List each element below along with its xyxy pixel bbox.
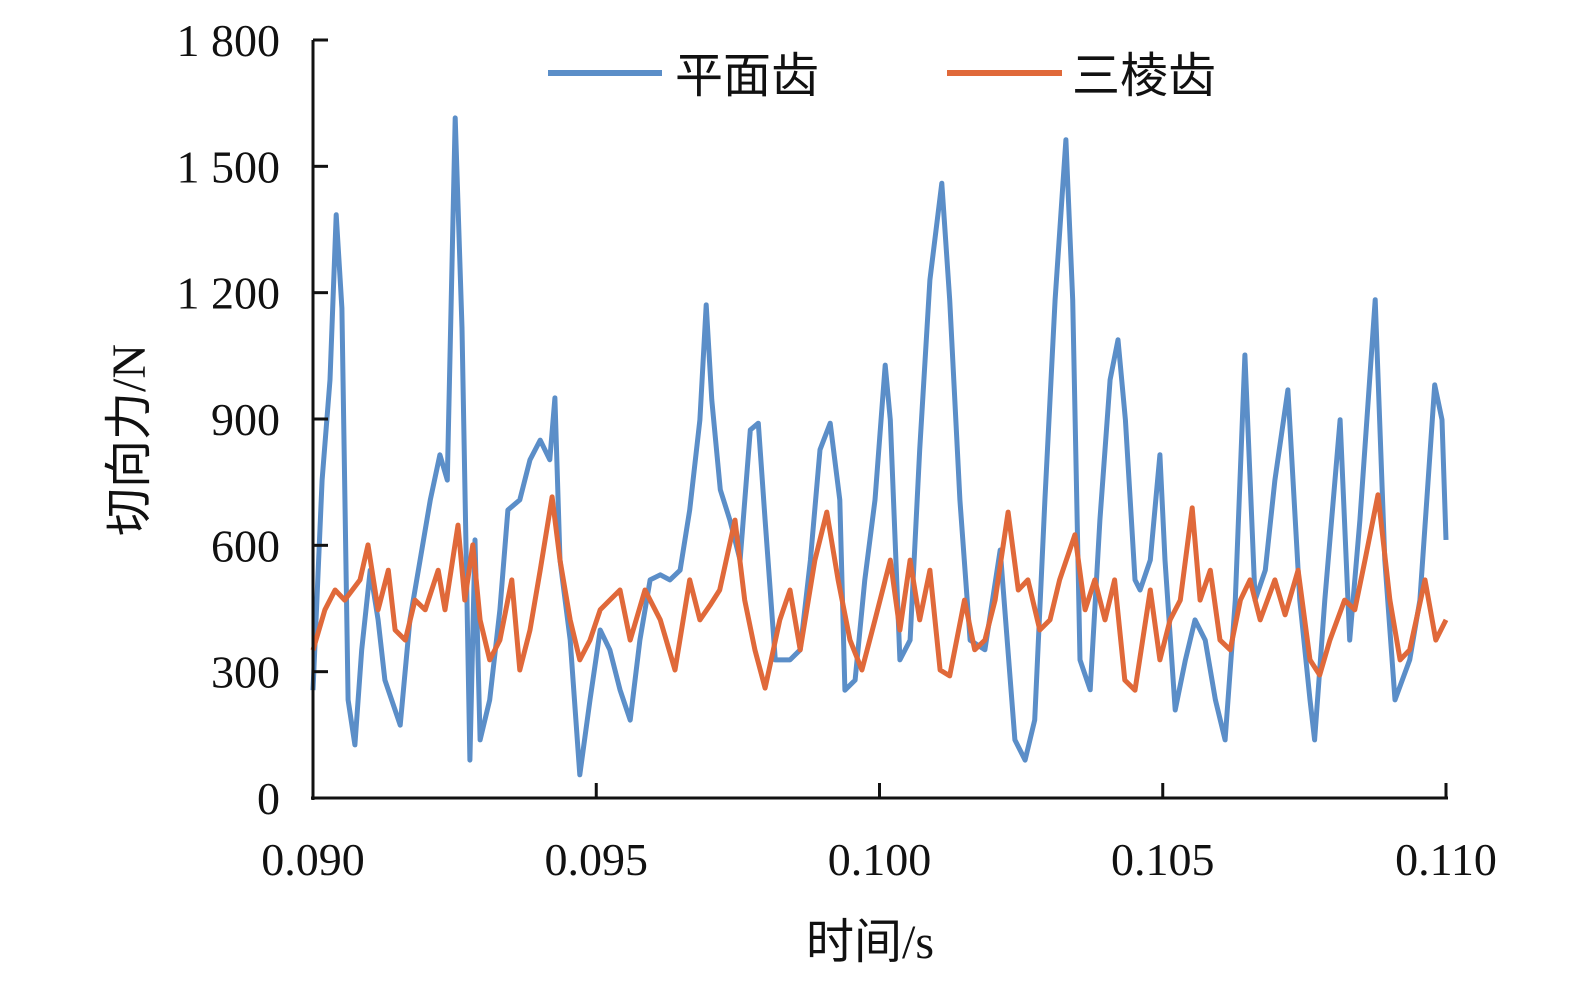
- y-tick-label: 1 500: [177, 141, 281, 192]
- y-tick-label: 0: [257, 773, 280, 824]
- y-tick-label: 1 200: [177, 268, 281, 319]
- y-axis-label: 切向力/N: [103, 344, 156, 536]
- y-tick-label: 300: [211, 647, 280, 698]
- x-tick-label: 0.095: [545, 834, 649, 885]
- y-tick-label: 1 800: [177, 15, 281, 66]
- x-tick-label: 0.105: [1111, 834, 1215, 885]
- series-line-0: [310, 115, 1449, 778]
- legend-label-flat-tooth: 平面齿: [675, 50, 819, 103]
- legend: 平面齿 三棱齿: [548, 50, 1216, 103]
- y-tick-label: 900: [211, 394, 280, 445]
- x-axis-label: 时间/s: [806, 916, 934, 969]
- x-tick-label: 0.090: [261, 834, 365, 885]
- x-tick-label: 0.100: [828, 834, 932, 885]
- legend-label-triangular-tooth: 三棱齿: [1072, 50, 1216, 103]
- series-line-1: [310, 492, 1449, 693]
- ticks-layer: 0 300 600 900 1 200 1 500 1 800 0.090 0.095 0.100…: [177, 15, 1497, 885]
- series-layer: [310, 115, 1449, 778]
- x-tick-label: 0.110: [1395, 834, 1497, 885]
- y-tick-label: 600: [211, 520, 280, 571]
